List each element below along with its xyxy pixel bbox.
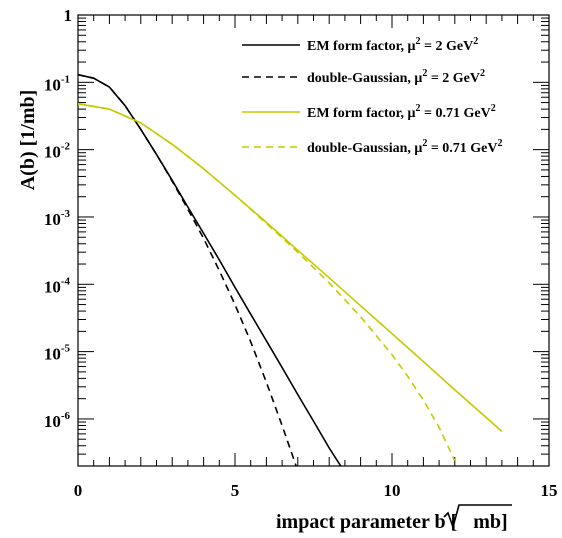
series-lines [78,73,503,466]
series-line-1 [78,73,342,466]
x-axis-label: impact parameter b [ mb] [276,504,512,533]
y-tick-label: 10-4 [44,275,71,296]
series-line-4 [78,103,456,462]
y-tick-label: 10-5 [44,343,71,364]
tick-labels: 0 5 10 15 1 10-1 10-2 10-3 10-4 10-5 10-6 [44,6,558,500]
svg-text:impact parameter b [mb]: impact parameter b [ mb] [276,511,508,533]
x-axis-label-text: impact parameter b [ [276,511,457,533]
y-tick-label: 10-3 [44,208,71,229]
x-axis-label-end: ] [501,511,508,533]
legend-label-3: EM form factor, μ2 = 0.71 GeV2 [307,103,496,121]
y-tick-label: 10-2 [44,141,71,162]
legend-label-2: double-Gaussian, μ2 = 2 GeV2 [307,68,485,86]
y-tick-label: 1 [64,6,73,25]
x-tick-label: 5 [231,481,240,500]
y-axis-label: A(b) [1/mb] [17,90,39,191]
x-tick-label: 15 [541,481,558,500]
legend-label-4: double-Gaussian, μ2 = 0.71 GeV2 [307,138,503,156]
sqrt-sign [443,504,512,530]
y-tick-label: 10-6 [44,410,71,431]
series-line-2 [78,73,297,466]
legend-label-1: EM form factor, μ2 = 2 GeV2 [307,36,478,54]
x-tick-label: 0 [74,481,83,500]
x-tick-label: 10 [384,481,401,500]
legend: EM form factor, μ2 = 2 GeV2 double-Gaussi… [242,36,503,156]
axis-ticks [77,14,550,467]
y-tick-label: 10-1 [44,73,70,94]
x-axis-label-root: mb [473,511,501,533]
